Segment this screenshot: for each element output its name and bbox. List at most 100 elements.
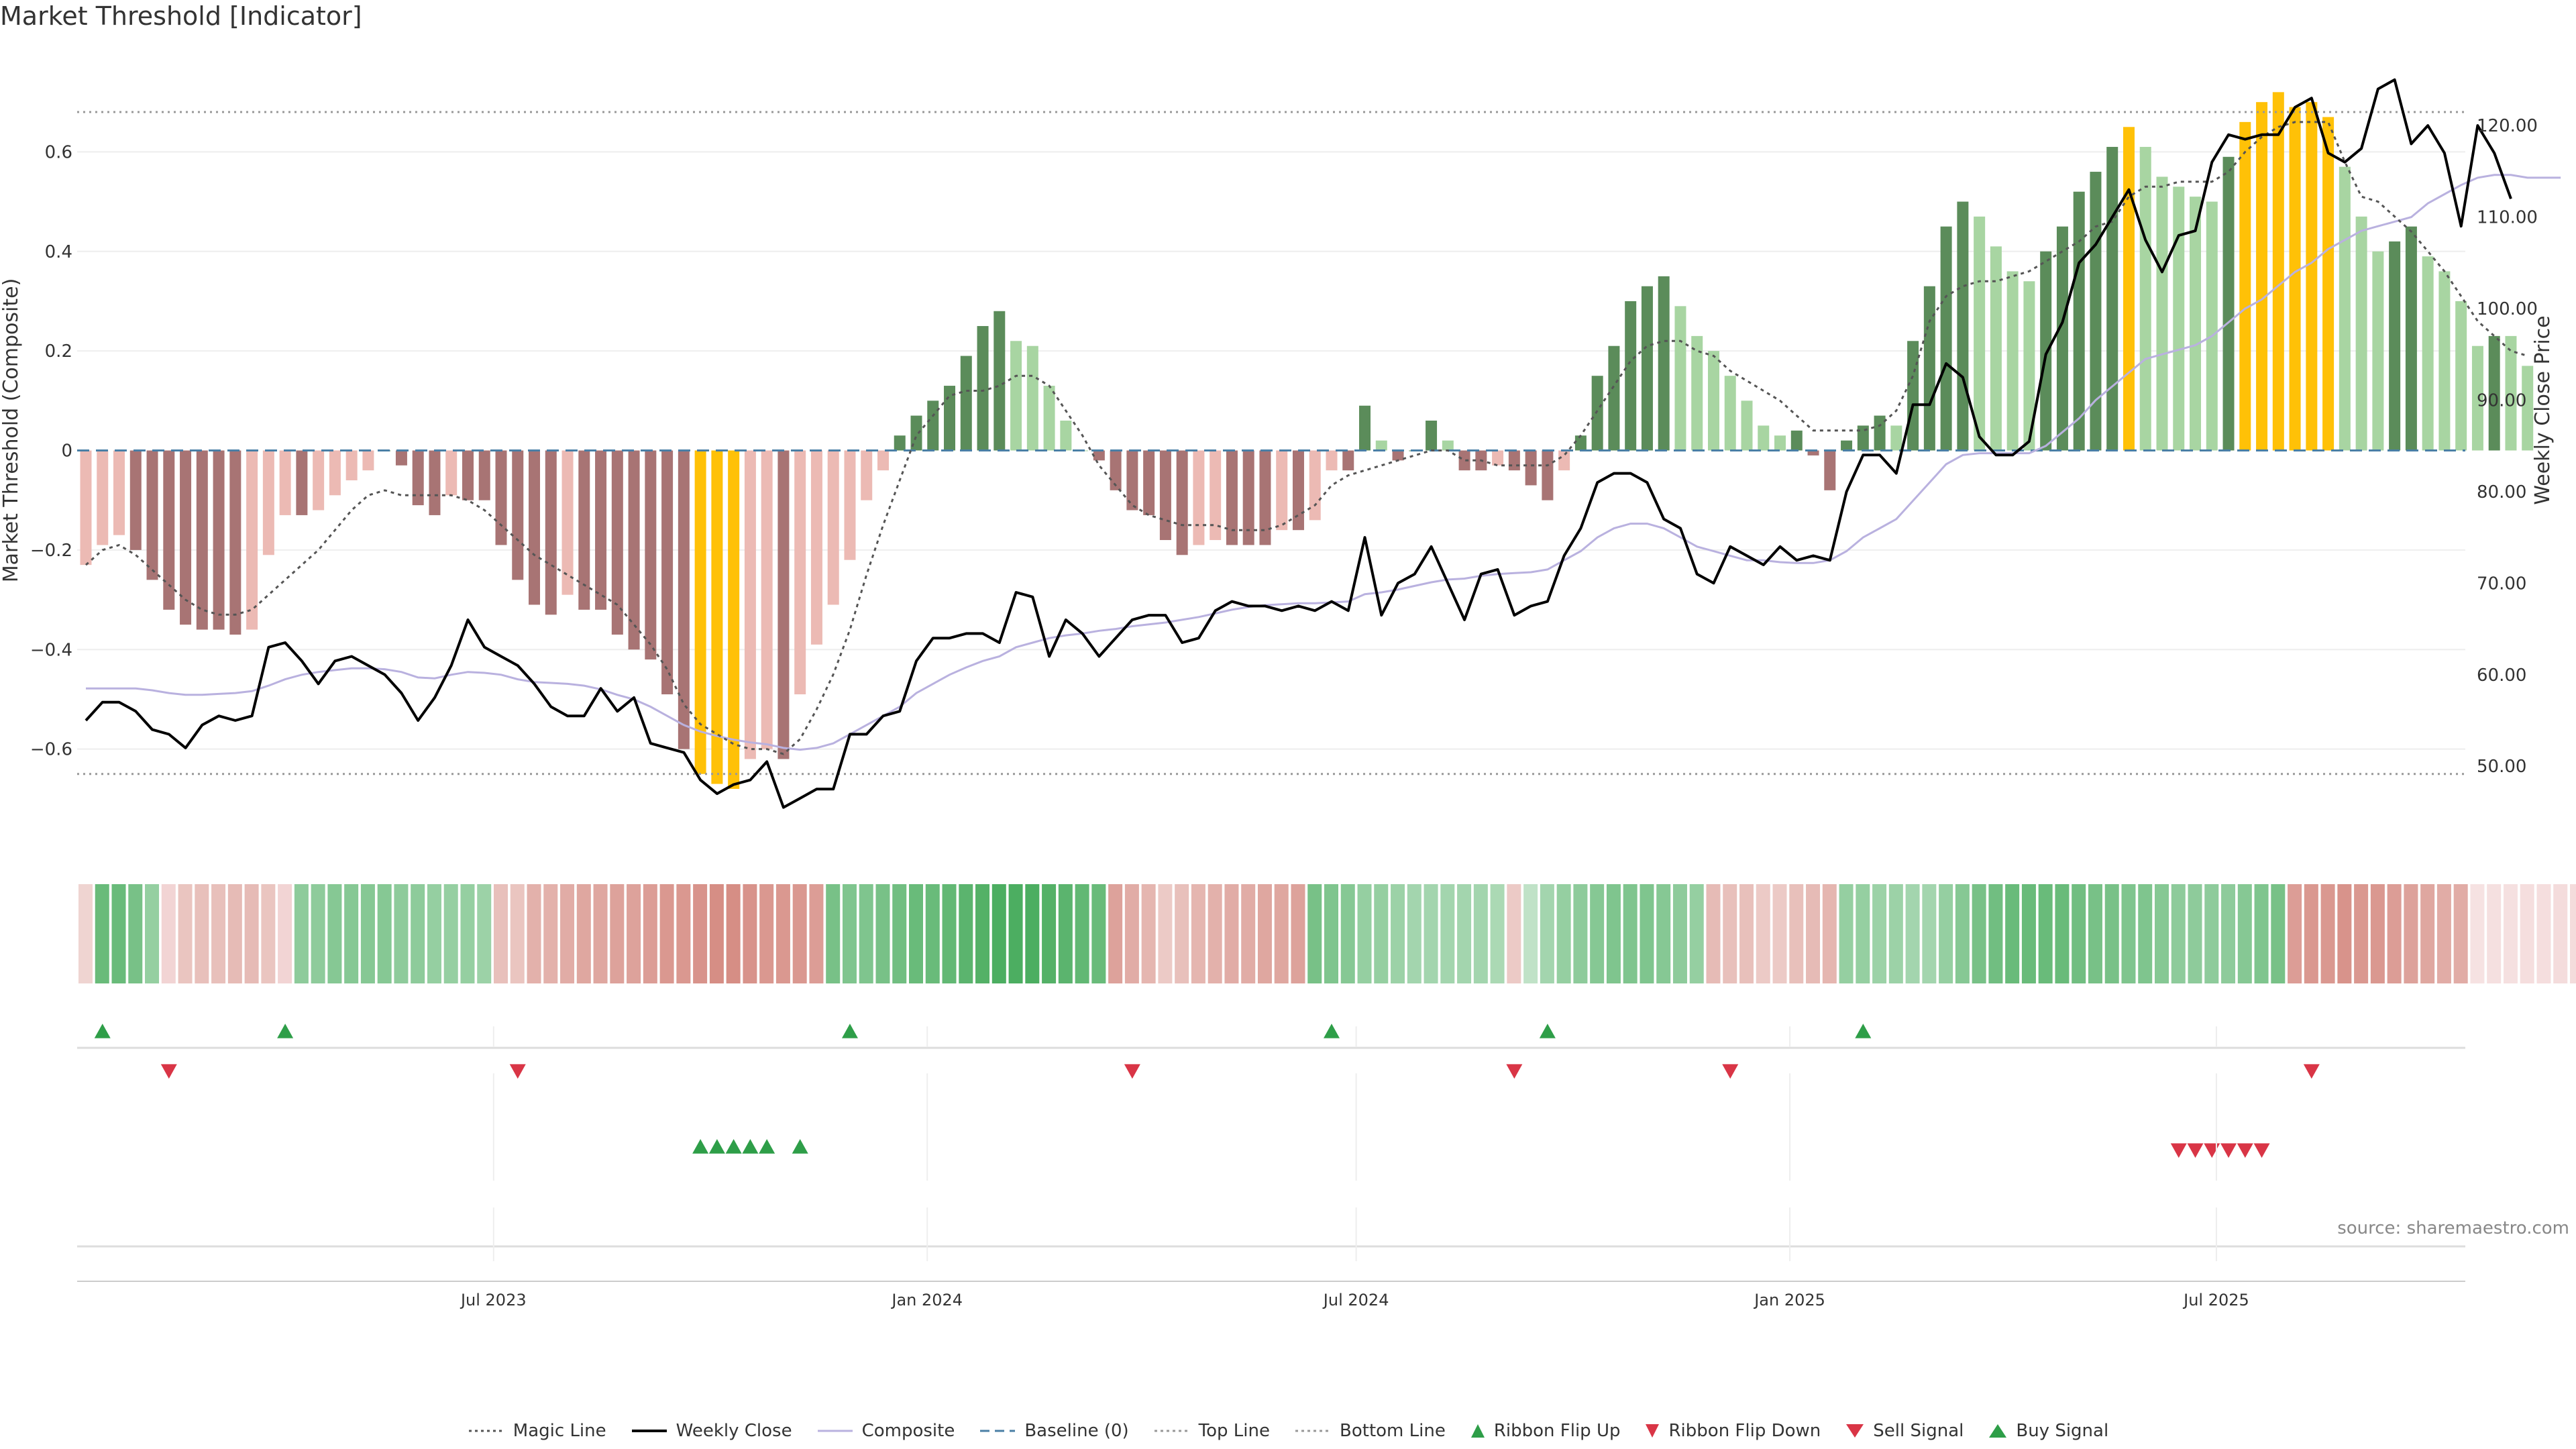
ribbon-cell [1307, 884, 1322, 983]
composite-bar [861, 450, 873, 500]
composite-bar [1326, 450, 1338, 471]
composite-bar [777, 450, 790, 759]
ribbon-cell [1091, 884, 1106, 983]
legend-label: Weekly Close [676, 1421, 792, 1441]
composite-bar [113, 450, 125, 535]
composite-bar [2322, 117, 2334, 451]
ribbon-cell [311, 884, 325, 983]
y-right-tick-label: 70.00 [2477, 574, 2526, 594]
composite-bar [495, 450, 507, 545]
ribbon-cell [1208, 884, 1222, 983]
ribbon-cell [2553, 884, 2568, 983]
composite-bar [1758, 425, 1770, 451]
ribbon-cell [1274, 884, 1289, 983]
x-tick-label: Jul 2025 [2182, 1291, 2249, 1309]
legend-label: Magic Line [513, 1421, 606, 1441]
composite-bar [1641, 286, 1653, 451]
ribbon-cell [826, 884, 841, 983]
ribbon-cell [2470, 884, 2485, 983]
x-tick-label: Jul 2024 [1322, 1291, 1389, 1309]
composite-bar [2522, 366, 2534, 451]
ribbon-cell [1424, 884, 1438, 983]
composite-bar [1857, 425, 1869, 451]
ribbon-cell [2337, 884, 2352, 983]
buy-signal-marker [759, 1139, 775, 1154]
ribbon-cell [2503, 884, 2518, 983]
composite-bar [827, 450, 839, 605]
signal-rows [77, 1024, 2465, 1282]
composite-bar [1658, 276, 1670, 451]
solid-line-icon [631, 1430, 667, 1432]
dashed-line-icon [980, 1430, 1016, 1432]
ribbon-cell [975, 884, 990, 983]
composite-bar [1940, 226, 1952, 451]
composite-bar [1707, 351, 1719, 451]
ribbon-cell [1839, 884, 1854, 983]
ribbon-cell [161, 884, 176, 983]
composite-bar [1558, 450, 1570, 471]
y-tick-label: 0.6 [45, 142, 72, 162]
composite-bar [1492, 450, 1504, 466]
ribbon-cell [1590, 884, 1605, 983]
composite-bar [2389, 241, 2401, 451]
ribbon-cell [1723, 884, 1737, 983]
composite-bar [2405, 226, 2417, 451]
ribbon-cell [643, 884, 657, 983]
ribbon-flip-up-marker [1539, 1024, 1556, 1038]
ribbon-cell [1756, 884, 1770, 983]
ribbon-cell [2271, 884, 2286, 983]
composite-bar [2090, 172, 2102, 451]
ribbon-cell [1806, 884, 1821, 983]
ribbon-cell [2254, 884, 2269, 983]
legend-item: Bottom Line [1294, 1421, 1446, 1441]
composite-bar [1159, 450, 1171, 541]
composite-bars [80, 92, 2534, 789]
ribbon-cell [1856, 884, 1870, 983]
composite-bar [2123, 127, 2135, 451]
ribbon-cell [1905, 884, 1920, 983]
ribbon-cell [1141, 884, 1156, 983]
ribbon-cell [244, 884, 259, 983]
composite-bar [1359, 405, 1371, 451]
chart-title: Market Threshold [Indicator] [0, 1, 362, 31]
ribbon-cell [2436, 884, 2451, 983]
ribbon-cell [2104, 884, 2119, 983]
legend-label: Ribbon Flip Up [1493, 1421, 1621, 1441]
ribbon-flip-up-marker [1324, 1024, 1340, 1038]
ribbon-cell [78, 884, 93, 983]
composite-bar [1242, 450, 1254, 545]
composite-bar [2173, 186, 2185, 451]
ribbon-cell [1291, 884, 1305, 983]
ribbon-flip-up-marker [277, 1024, 294, 1038]
ribbon-cell [1191, 884, 1205, 983]
composite-bar [794, 450, 806, 695]
composite-bar [877, 450, 889, 471]
sell-signal-marker [2170, 1143, 2187, 1158]
composite-bar [1043, 386, 1055, 451]
composite-bar [1824, 450, 1836, 490]
sell-signal-marker [2237, 1143, 2253, 1158]
composite-bar [1508, 450, 1520, 471]
composite-bar [262, 450, 274, 555]
ribbon-cell [909, 884, 923, 983]
ribbon-cell [1640, 884, 1654, 983]
composite-bar [645, 450, 657, 660]
composite-bar [944, 386, 956, 451]
legend-label: Baseline (0) [1024, 1421, 1129, 1441]
composite-bar [1226, 450, 1238, 545]
composite-bar [1724, 376, 1736, 451]
ribbon-cell [543, 884, 558, 983]
ribbon-cell [327, 884, 342, 983]
composite-bar [529, 450, 541, 605]
ribbon-cell [128, 884, 143, 983]
composite-bar [1974, 216, 1986, 451]
sell-signal-marker [2187, 1143, 2204, 1158]
y-tick-label: −0.2 [30, 541, 72, 561]
ribbon-cell [875, 884, 890, 983]
ribbon-cell [2387, 884, 2402, 983]
composite-bar [129, 450, 142, 550]
composite-bar [97, 450, 109, 545]
ribbon-cell [1473, 884, 1488, 983]
composite-bar [1591, 376, 1603, 451]
composite-bar [1193, 450, 1205, 545]
